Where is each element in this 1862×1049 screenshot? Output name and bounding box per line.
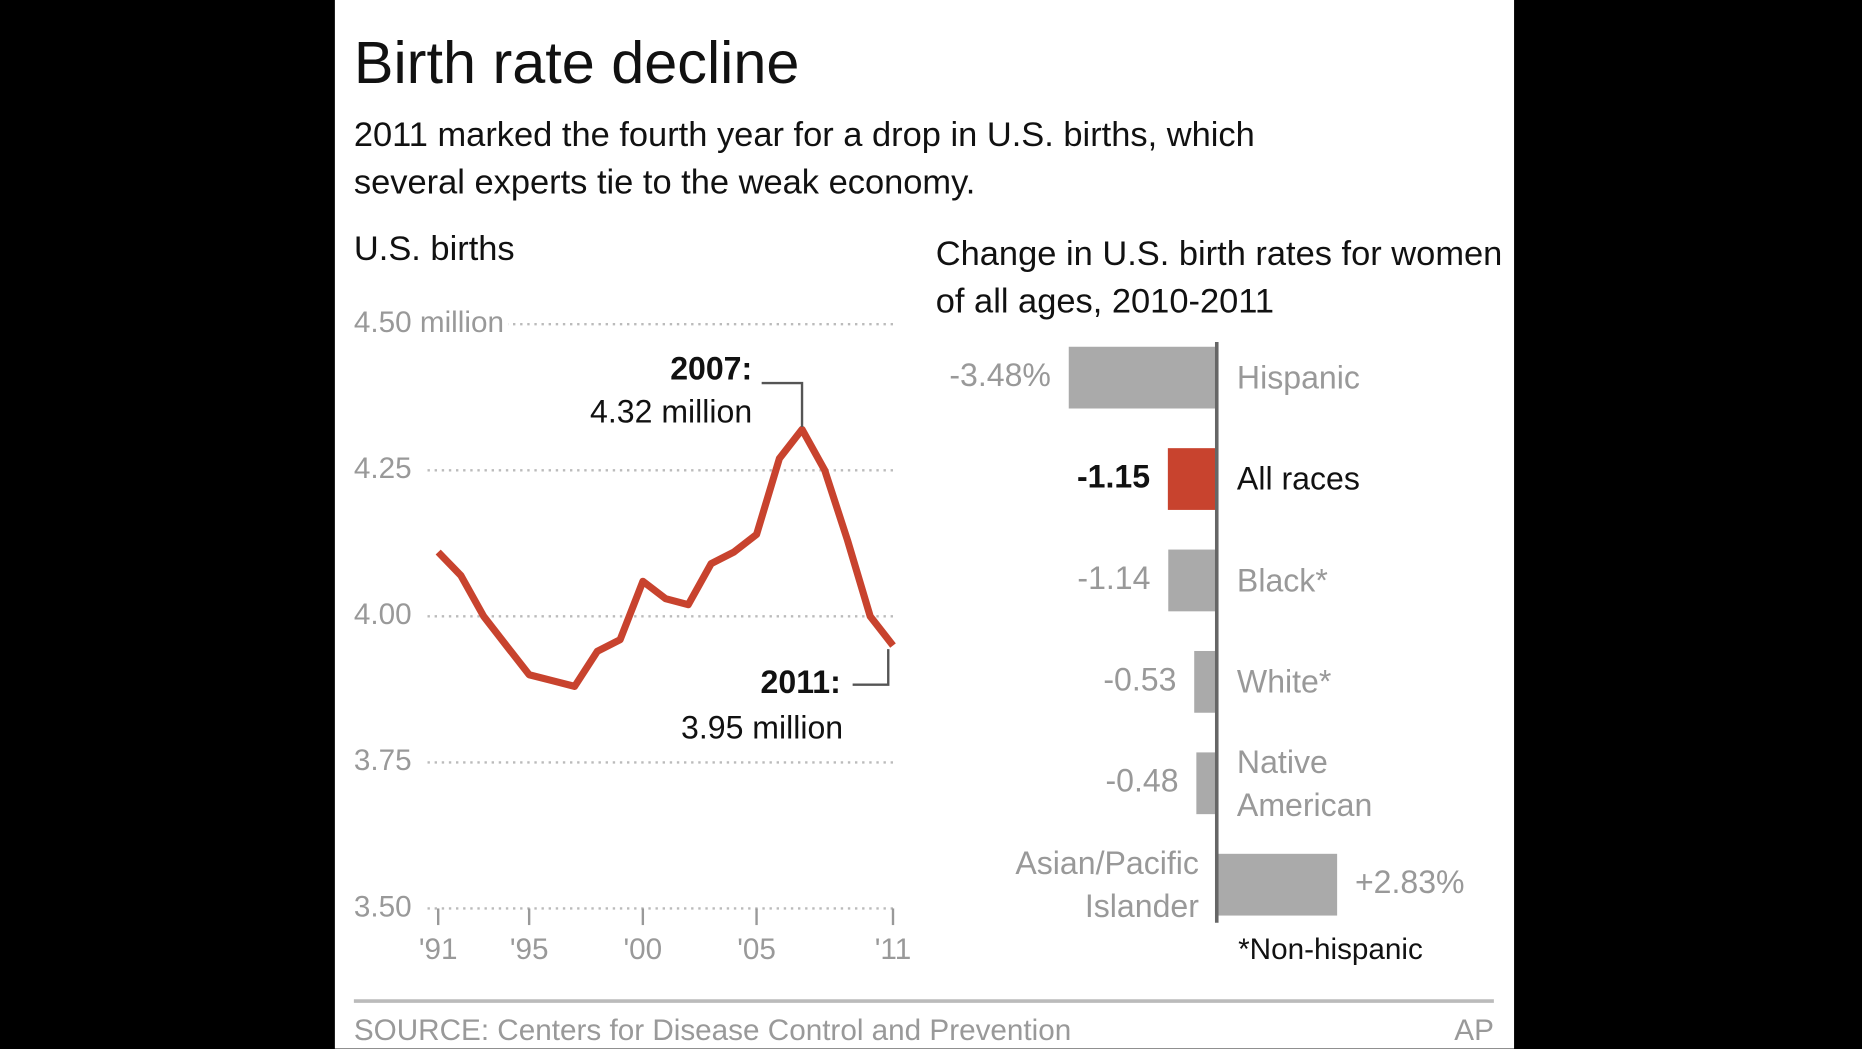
bar-chart-title: Change in U.S. birth rates for women of …	[935, 235, 1503, 321]
value-label: -1.15	[1077, 459, 1150, 495]
bar	[1196, 752, 1217, 815]
bar	[1216, 853, 1338, 916]
leader-line	[852, 649, 890, 686]
category-label: Native American	[1236, 744, 1373, 823]
annotation-title: 2011:	[761, 664, 841, 700]
category-label: Asian/Pacific Islander	[1015, 845, 1199, 924]
value-label: -3.48%	[949, 357, 1051, 393]
category-label: Hispanic	[1236, 359, 1360, 396]
bar	[1194, 650, 1217, 713]
x-tick-label: '05	[737, 933, 776, 966]
bar	[1167, 448, 1217, 510]
bar	[1168, 549, 1217, 612]
source: SOURCE: Centers for Disease Control and …	[354, 1014, 1071, 1047]
y-tick-label: 4.25	[354, 452, 412, 485]
x-tick-label: '95	[510, 933, 549, 966]
y-tick-label: 4.50 million	[354, 306, 504, 339]
credit: AP	[1454, 1014, 1494, 1047]
footnote: *Non-hispanic	[1238, 933, 1423, 966]
value-label: +2.83%	[1355, 864, 1465, 900]
value-label: -0.53	[1103, 661, 1176, 697]
y-tick-label: 3.75	[354, 744, 412, 777]
x-tick-label: '00	[624, 933, 663, 966]
leader-line	[761, 381, 804, 427]
category-label: All races	[1236, 461, 1360, 497]
bar	[1068, 346, 1217, 409]
line-chart-title: U.S. births	[353, 230, 515, 269]
annotation-text: 3.95 million	[681, 709, 843, 745]
subtitle: 2011 marked the fourth year for a drop i…	[353, 116, 1255, 202]
category-label: White*	[1236, 664, 1332, 700]
category-label: Black*	[1236, 562, 1328, 599]
line-series	[435, 425, 896, 690]
x-tick-label: '11	[875, 933, 911, 966]
value-label: -1.14	[1077, 560, 1150, 596]
title: Birth rate decline	[353, 29, 800, 97]
annotation-text: 4.32 million	[590, 393, 752, 429]
value-label: -0.48	[1105, 763, 1178, 799]
y-tick-label: 3.50	[354, 890, 412, 923]
annotation-title: 2007:	[670, 351, 752, 387]
y-tick-label: 4.00	[354, 598, 412, 631]
x-tick-label: '91	[419, 933, 458, 966]
